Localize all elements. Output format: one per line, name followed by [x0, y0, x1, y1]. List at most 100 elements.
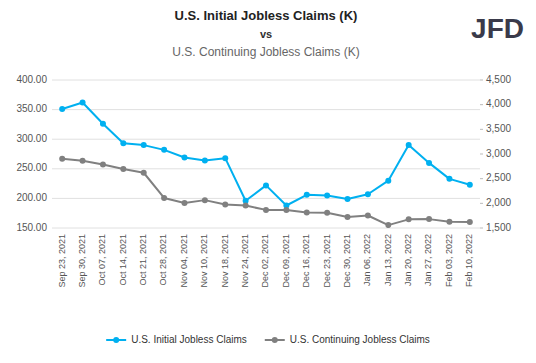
x-tick-label: Dec 23, 2021	[322, 234, 332, 288]
marker	[426, 216, 432, 222]
marker	[304, 192, 310, 198]
title-vs: vs	[260, 28, 272, 40]
marker	[161, 147, 167, 153]
marker	[222, 155, 228, 161]
y2-tick-label: 2,000	[486, 197, 511, 208]
x-tick-label: Jan 20, 2022	[403, 234, 413, 286]
legend-marker	[113, 337, 119, 343]
marker	[324, 192, 330, 198]
marker	[385, 178, 391, 184]
y2-tick	[480, 154, 483, 155]
marker	[263, 182, 269, 188]
x-tick-label: Dec 02, 2021	[260, 234, 270, 288]
marker	[120, 166, 126, 172]
grid-line	[52, 109, 480, 110]
marker	[59, 106, 65, 112]
marker	[141, 142, 147, 148]
x-tick-label: Oct 21, 2021	[138, 234, 148, 286]
legend-item: U.S. Initial Jobless Claims	[106, 334, 247, 345]
marker	[243, 203, 249, 209]
line	[62, 102, 470, 205]
x-tick-label: Nov 24, 2021	[240, 234, 250, 288]
x-tick-label: Sep 30, 2021	[77, 234, 87, 288]
y-tick-label: 250.00	[16, 162, 47, 173]
marker	[406, 142, 412, 148]
grid-line	[52, 198, 480, 199]
x-tick-label: Oct 14, 2021	[118, 234, 128, 286]
x-tick-label: Oct 07, 2021	[97, 234, 107, 286]
y-tick-label: 200.00	[16, 192, 47, 203]
x-tick-label: Dec 09, 2021	[281, 234, 291, 288]
y2-tick	[480, 129, 483, 130]
x-tick-label: Jan 06, 2022	[362, 234, 372, 286]
marker	[283, 207, 289, 213]
marker	[467, 182, 473, 188]
y2-tick	[480, 203, 483, 204]
marker	[80, 158, 86, 164]
marker	[304, 210, 310, 216]
marker	[446, 176, 452, 182]
marker	[406, 216, 412, 222]
marker	[365, 191, 371, 197]
grid-line	[52, 139, 480, 140]
y2-tick-label: 3,500	[486, 123, 511, 134]
x-tick-label: Nov 18, 2021	[220, 234, 230, 288]
x-tick-label: Feb 03, 2022	[444, 234, 454, 287]
chart: U.S. Initial Jobless Claims (K) vs U.S. Co…	[0, 0, 536, 363]
legend: U.S. Initial Jobless Claims U.S. Continui…	[106, 334, 430, 345]
y2-tick-label: 2,500	[486, 172, 511, 183]
marker	[263, 207, 269, 213]
marker	[161, 195, 167, 201]
x-tick-label: Feb 10, 2022	[464, 234, 474, 287]
legend-item: U.S. Continuing Jobless Claims	[265, 334, 430, 345]
grid-line	[52, 80, 480, 81]
series	[59, 156, 473, 228]
marker	[100, 162, 106, 168]
subtitle: U.S. Continuing Jobless Claims (K)	[172, 45, 359, 59]
y-tick-label: 350.00	[16, 103, 47, 114]
x-tick-label: Dec 16, 2021	[301, 234, 311, 288]
legend-marker	[272, 337, 278, 343]
y-tick-label: 400.00	[16, 74, 47, 85]
title: U.S. Initial Jobless Claims (K)	[175, 8, 358, 23]
x-tick-label: Nov 04, 2021	[179, 234, 189, 288]
x-tick-label: Jan 27, 2022	[423, 234, 433, 286]
line	[62, 159, 470, 225]
marker	[202, 158, 208, 164]
marker	[222, 202, 228, 208]
x-tick-label: Sep 23, 2021	[57, 234, 67, 288]
marker	[120, 140, 126, 146]
y2-tick-label: 3,000	[486, 148, 511, 159]
y2-tick-label: 4,000	[486, 98, 511, 109]
y2-tick	[480, 104, 483, 105]
marker	[181, 200, 187, 206]
marker	[345, 214, 351, 220]
marker	[80, 99, 86, 105]
y2-tick	[480, 80, 483, 81]
y-tick-label: 300.00	[16, 133, 47, 144]
x-tick-label: Nov 10, 2021	[199, 234, 209, 288]
marker	[385, 222, 391, 228]
marker	[181, 155, 187, 161]
legend-label: U.S. Continuing Jobless Claims	[290, 334, 430, 345]
marker	[446, 219, 452, 225]
y2-tick	[480, 178, 483, 179]
series	[59, 99, 473, 208]
marker	[100, 121, 106, 127]
marker	[59, 156, 65, 162]
x-tick-label: Dec 30, 2021	[342, 234, 352, 288]
marker	[202, 197, 208, 203]
x-tick-label: Jan 13, 2022	[383, 234, 393, 286]
logo: JFD	[471, 13, 524, 44]
y2-tick-label: 4,500	[486, 74, 511, 85]
y2-tick	[480, 228, 483, 229]
grid	[52, 80, 480, 228]
grid-line	[52, 228, 480, 229]
marker	[467, 219, 473, 225]
marker	[324, 210, 330, 216]
y2-tick-label: 1,500	[486, 222, 511, 233]
plot-area	[59, 99, 473, 228]
marker	[141, 170, 147, 176]
marker	[345, 196, 351, 202]
x-tick-label: Oct 28, 2021	[158, 234, 168, 286]
